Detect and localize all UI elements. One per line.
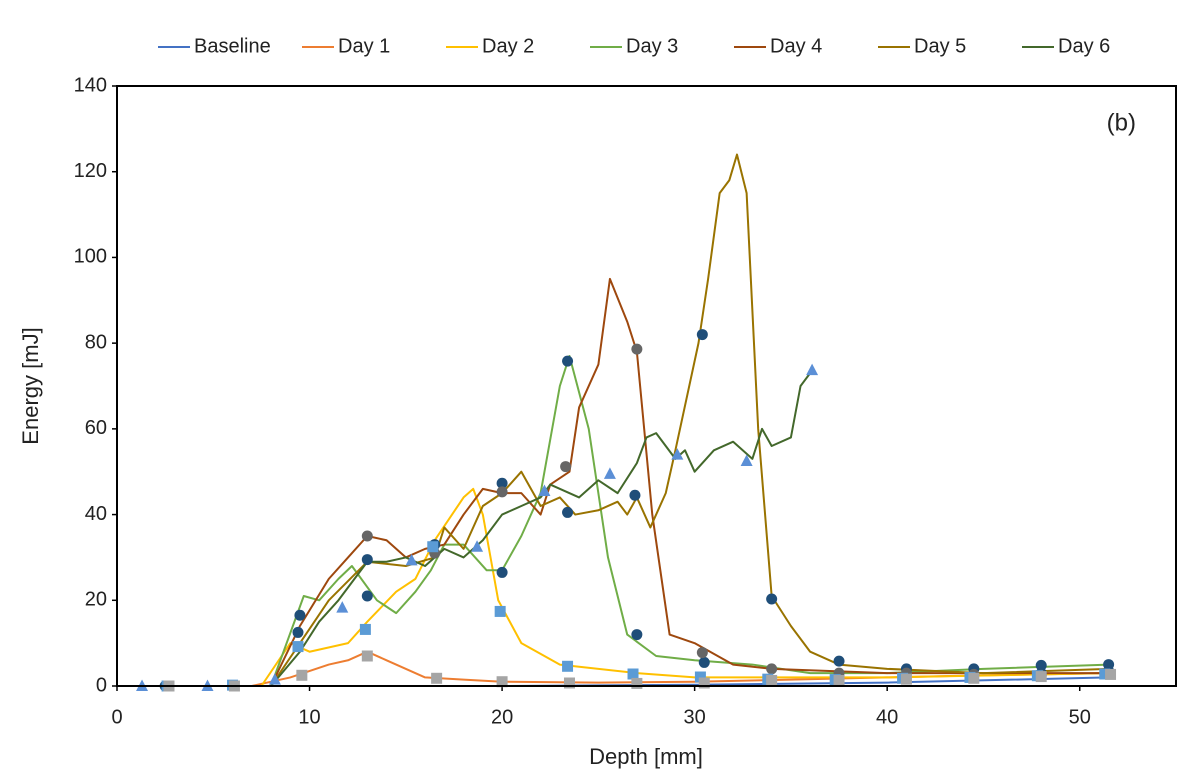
marker xyxy=(698,677,710,689)
legend-label: Day 4 xyxy=(770,35,822,57)
marker xyxy=(496,477,508,489)
legend-label: Day 5 xyxy=(914,35,966,57)
marker xyxy=(336,601,349,613)
marker xyxy=(562,660,574,672)
y-tick-label: 100 xyxy=(74,246,107,268)
legend-label: Day 2 xyxy=(482,35,534,57)
marker xyxy=(361,590,373,602)
marker xyxy=(631,677,643,689)
x-tick-label: 20 xyxy=(491,706,513,728)
marker xyxy=(538,484,551,496)
y-tick-label: 0 xyxy=(96,674,107,696)
marker xyxy=(562,355,574,367)
marker xyxy=(361,650,373,662)
marker xyxy=(1099,668,1111,680)
y-tick-label: 140 xyxy=(74,74,107,96)
marker xyxy=(294,609,306,621)
marker xyxy=(405,553,418,566)
marker xyxy=(292,626,304,638)
y-tick-label: 20 xyxy=(85,589,107,611)
marker xyxy=(833,655,845,667)
annotation: (b) xyxy=(1107,109,1136,136)
series-line xyxy=(117,277,1109,687)
marker xyxy=(361,554,373,566)
marker xyxy=(603,467,616,479)
marker xyxy=(698,656,710,668)
x-tick-label: 40 xyxy=(876,706,898,728)
marker xyxy=(631,629,643,641)
marker xyxy=(268,673,281,685)
marker xyxy=(361,530,373,542)
series-line xyxy=(117,372,811,687)
marker xyxy=(496,566,508,578)
marker xyxy=(696,329,708,341)
marker xyxy=(806,363,819,376)
legend-label: Day 1 xyxy=(338,35,390,57)
marker xyxy=(1035,671,1047,683)
marker xyxy=(292,641,304,653)
x-tick-label: 10 xyxy=(298,706,320,728)
marker xyxy=(560,461,572,473)
marker xyxy=(766,663,778,675)
marker xyxy=(1105,668,1117,680)
x-tick-label: 50 xyxy=(1069,706,1091,728)
y-tick-label: 40 xyxy=(85,503,107,525)
marker xyxy=(296,669,308,681)
series-line xyxy=(117,355,1109,687)
marker xyxy=(431,672,443,684)
marker xyxy=(671,448,684,460)
marker xyxy=(968,672,980,684)
marker xyxy=(494,605,506,617)
x-axis-label: Depth [mm] xyxy=(589,744,703,769)
marker xyxy=(496,486,508,498)
marker xyxy=(427,541,439,553)
marker xyxy=(1035,659,1047,671)
marker xyxy=(627,668,639,680)
marker xyxy=(694,671,706,683)
marker xyxy=(496,676,508,688)
marker xyxy=(833,674,845,686)
y-tick-label: 120 xyxy=(74,160,107,182)
marker xyxy=(766,674,778,686)
legend-label: Day 3 xyxy=(626,35,678,57)
marker xyxy=(696,647,708,659)
x-tick-label: 30 xyxy=(684,706,706,728)
marker xyxy=(471,540,484,552)
marker xyxy=(562,506,574,518)
series-line xyxy=(117,153,1109,687)
marker xyxy=(629,489,641,501)
marker xyxy=(740,454,753,466)
marker xyxy=(359,623,371,635)
legend-label: Day 6 xyxy=(1058,35,1110,57)
plot-frame xyxy=(116,85,1177,687)
series-line xyxy=(117,487,1109,687)
x-tick-label: 0 xyxy=(111,706,122,728)
y-tick-label: 80 xyxy=(85,331,107,353)
marker xyxy=(900,673,912,685)
marker xyxy=(631,343,643,355)
y-tick-label: 60 xyxy=(85,417,107,439)
legend-label: Baseline xyxy=(194,35,271,57)
marker xyxy=(563,677,575,689)
y-axis-label: Energy [mJ] xyxy=(18,327,43,444)
marker xyxy=(766,593,778,605)
